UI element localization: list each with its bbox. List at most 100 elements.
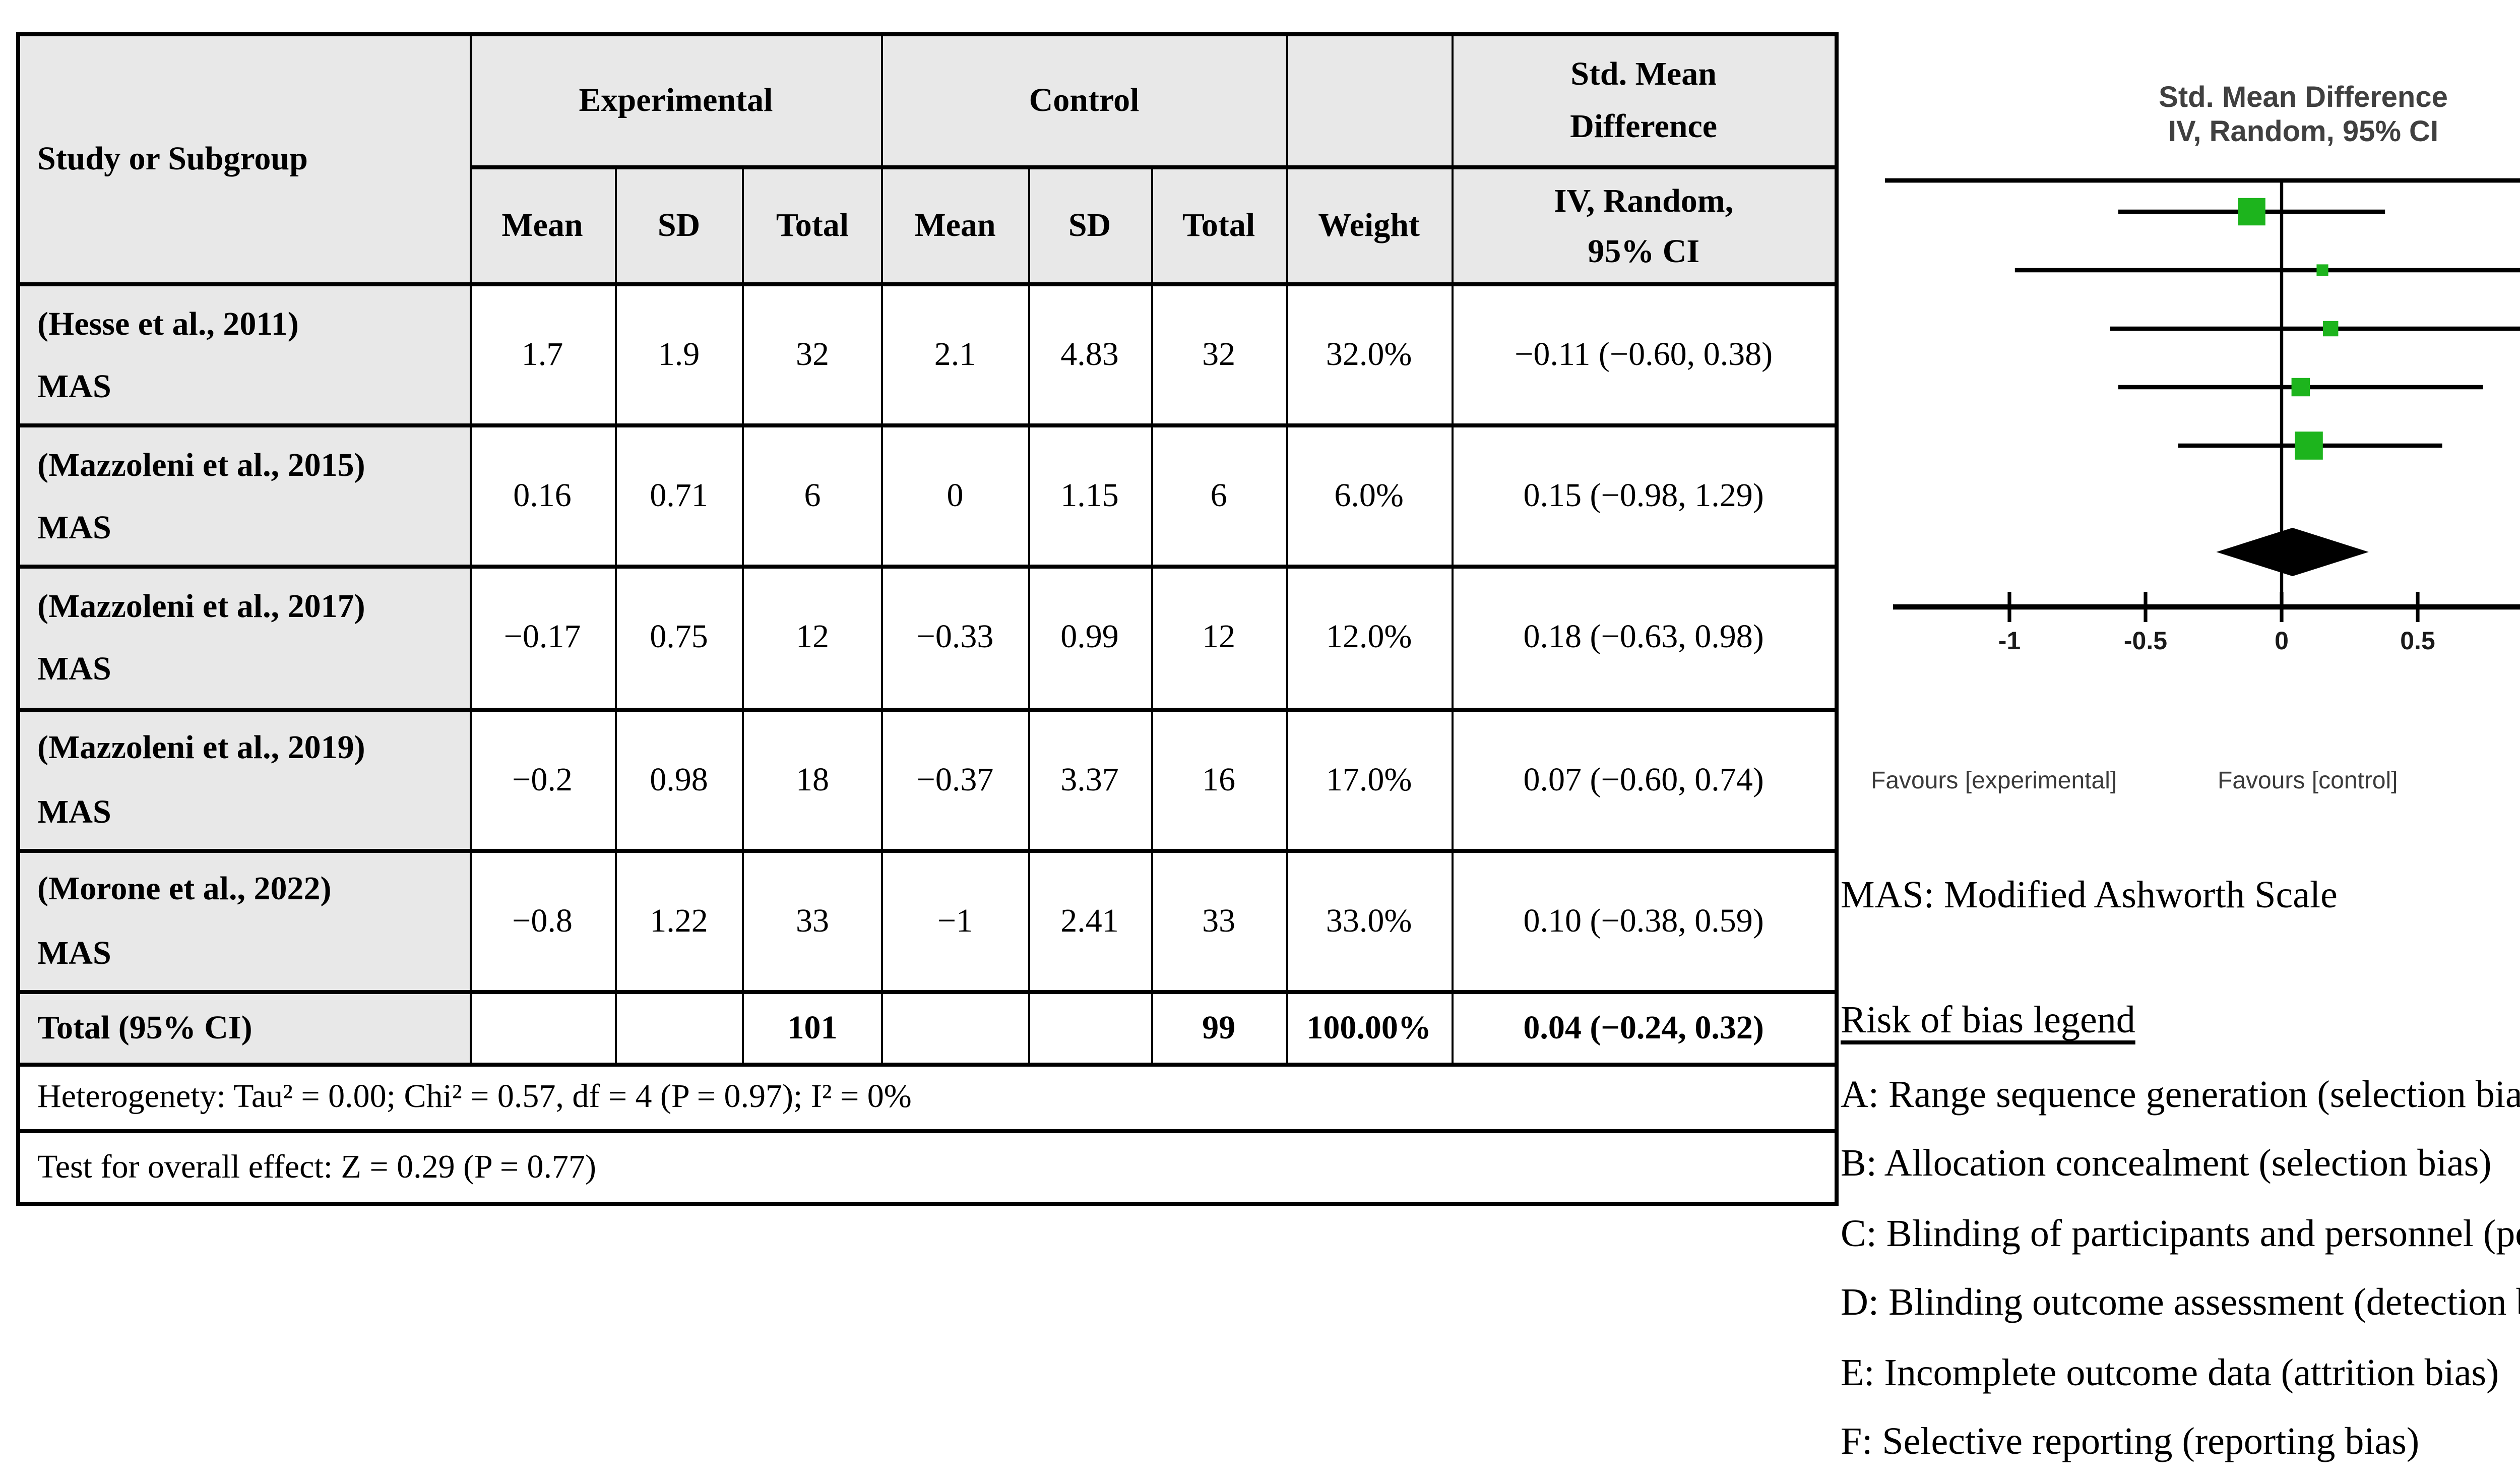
cell-ctl-sd: 2.41 <box>1027 848 1152 994</box>
legend-item-a: A: Range sequence generation (selection … <box>1841 1075 2520 1117</box>
study-scale: MAS <box>37 791 111 830</box>
study-name: (Hesse et al., 2011) <box>37 304 299 343</box>
effect-square <box>2238 198 2265 226</box>
cell-smd: 0.15 (−0.98, 1.29) <box>1451 424 1838 570</box>
total-diamond <box>2216 528 2369 576</box>
cell-empty <box>469 989 616 1067</box>
total-row: Total (95% CI) 101 99 100.00% 0.04 (−0.2… <box>16 989 1838 1067</box>
cell-exp-mean: −0.17 <box>469 565 616 711</box>
study-name-cell: (Mazzoleni et al., 2017) MAS <box>16 565 471 711</box>
cell-ctl-total: 6 <box>1150 424 1288 570</box>
cell-weight: 32.0% <box>1285 282 1453 428</box>
cell-exp-sd: 1.22 <box>614 848 744 994</box>
column-header-ctl-sd: SD <box>1027 165 1152 287</box>
cell-smd: 0.18 (−0.63, 0.98) <box>1451 565 1838 711</box>
cell-ctl-total: 33 <box>1150 848 1288 994</box>
cell-ctl-mean: −0.33 <box>881 565 1029 711</box>
favours-experimental-label: Favours [experimental] <box>1871 767 2117 794</box>
column-header-exp-sd: SD <box>614 165 744 287</box>
table-row: (Morone et al., 2022) MAS −0.8 1.22 33 −… <box>16 848 1838 994</box>
column-header-weight: Weight <box>1285 165 1453 287</box>
overall-effect-row: Test for overall effect: Z = 0.29 (P = 0… <box>16 1129 1838 1206</box>
axis-tick-label: 0 <box>2275 627 2289 655</box>
cell-exp-total: 6 <box>742 424 883 570</box>
study-name-cell: (Morone et al., 2022) MAS <box>16 848 471 994</box>
column-header-experimental: Experimental <box>469 32 883 170</box>
column-header-smd: Std. Mean Difference <box>1451 32 1838 170</box>
cell-smd: 0.07 (−0.60, 0.74) <box>1451 707 1838 852</box>
meta-analysis-table: Study or Subgroup Experimental Control S… <box>15 32 1839 1206</box>
study-name-cell: (Mazzoleni et al., 2019) MAS <box>16 707 471 852</box>
total-smd: 0.04 (−0.24, 0.32) <box>1451 989 1838 1067</box>
risk-of-bias-legend-items: A: Range sequence generation (selection … <box>1841 1063 2520 1479</box>
effect-square <box>2291 378 2310 397</box>
risk-of-bias-legend-heading: Risk of bias legend <box>1841 1000 2135 1042</box>
column-header-study: Study or Subgroup <box>16 32 471 287</box>
cell-exp-mean: 1.7 <box>469 282 616 428</box>
cell-exp-sd: 0.98 <box>614 707 744 852</box>
total-label-cell: Total (95% CI) <box>16 989 471 1067</box>
effect-square <box>2323 321 2339 337</box>
legend-item-b: B: Allocation concealment (selection bia… <box>1841 1144 2492 1187</box>
total-exp-n: 101 <box>742 989 883 1067</box>
legend-item-d: D: Blinding outcome assessment (detectio… <box>1841 1282 2520 1325</box>
overall-effect-text: Test for overall effect: Z = 0.29 (P = 0… <box>16 1129 1838 1206</box>
cell-ctl-mean: 0 <box>881 424 1029 570</box>
column-header-blank <box>1285 32 1453 170</box>
legend-item-e: E: Incomplete outcome data (attrition bi… <box>1841 1352 2499 1395</box>
forest-row <box>2118 378 2483 397</box>
cell-ctl-sd: 3.37 <box>1027 707 1152 852</box>
cell-exp-mean: −0.2 <box>469 707 616 852</box>
column-header-ctl-total: Total <box>1150 165 1288 287</box>
cell-weight: 17.0% <box>1285 707 1453 852</box>
cell-empty <box>614 989 744 1067</box>
total-weight: 100.00% <box>1285 989 1453 1067</box>
table-row: (Mazzoleni et al., 2017) MAS −0.17 0.75 … <box>16 565 1838 711</box>
column-header-exp-mean: Mean <box>469 165 616 287</box>
cell-ctl-mean: −1 <box>881 848 1029 994</box>
effect-square <box>2316 264 2328 276</box>
study-name: (Morone et al., 2022) <box>37 870 332 908</box>
axis-tick-label: 0.5 <box>2400 627 2435 655</box>
cell-ctl-total: 32 <box>1150 282 1288 428</box>
forest-row <box>2118 198 2385 226</box>
cell-exp-total: 12 <box>742 565 883 711</box>
cell-smd: −0.11 (−0.60, 0.38) <box>1451 282 1838 428</box>
cell-exp-sd: 0.75 <box>614 565 744 711</box>
cell-ctl-total: 16 <box>1150 707 1288 852</box>
effect-square <box>2295 432 2323 460</box>
study-scale: MAS <box>37 933 111 971</box>
forest-plot-title-line1: Std. Mean Difference <box>2159 81 2448 113</box>
total-ctl-n: 99 <box>1150 989 1288 1067</box>
cell-empty <box>1027 989 1152 1067</box>
cell-ctl-sd: 0.99 <box>1027 565 1152 711</box>
table-row: (Mazzoleni et al., 2015) MAS 0.16 0.71 6… <box>16 424 1838 570</box>
table-row: (Mazzoleni et al., 2019) MAS −0.2 0.98 1… <box>16 707 1838 852</box>
cell-exp-sd: 1.9 <box>614 282 744 428</box>
cell-ctl-sd: 4.83 <box>1027 282 1152 428</box>
forest-row <box>2014 264 2520 276</box>
forest-row <box>2178 432 2442 460</box>
study-name-cell: (Mazzoleni et al., 2015) MAS <box>16 424 471 570</box>
column-header-ctl-mean: Mean <box>881 165 1029 287</box>
cell-exp-mean: 0.16 <box>469 424 616 570</box>
cell-smd: 0.10 (−0.38, 0.59) <box>1451 848 1838 994</box>
forest-row <box>2110 321 2520 337</box>
table-row: (Hesse et al., 2011) MAS 1.7 1.9 32 2.1 … <box>16 282 1838 428</box>
heterogeneity-text: Heterogenety: Tau² = 0.00; Chi² = 0.57, … <box>16 1062 1838 1133</box>
cell-weight: 33.0% <box>1285 848 1453 994</box>
cell-exp-total: 33 <box>742 848 883 994</box>
study-name: (Mazzoleni et al., 2015) <box>37 446 365 484</box>
cell-exp-sd: 0.71 <box>614 424 744 570</box>
study-scale: MAS <box>37 650 111 689</box>
study-scale: MAS <box>37 367 111 406</box>
study-scale: MAS <box>37 509 111 547</box>
cell-exp-total: 18 <box>742 707 883 852</box>
study-name: (Mazzoleni et al., 2017) <box>37 587 365 626</box>
cell-weight: 12.0% <box>1285 565 1453 711</box>
cell-ctl-mean: −0.37 <box>881 707 1029 852</box>
mas-abbreviation-note: MAS: Modified Ashworth Scale <box>1841 875 2338 917</box>
cell-ctl-sd: 1.15 <box>1027 424 1152 570</box>
